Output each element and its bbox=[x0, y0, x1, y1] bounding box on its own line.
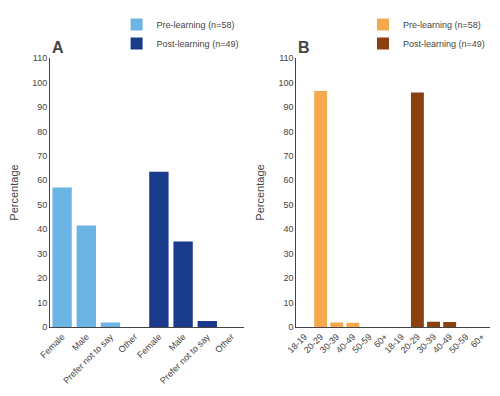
svg-text:Pre-learning (n=58): Pre-learning (n=58) bbox=[403, 20, 481, 30]
svg-text:20-29: 20-29 bbox=[399, 332, 422, 355]
svg-text:Pre-learning (n=58): Pre-learning (n=58) bbox=[157, 20, 235, 30]
svg-text:B: B bbox=[298, 39, 310, 56]
svg-text:70: 70 bbox=[284, 151, 294, 161]
svg-text:40-49: 40-49 bbox=[334, 332, 357, 355]
svg-text:40-49: 40-49 bbox=[431, 332, 454, 355]
svg-text:Post-learning (n=49): Post-learning (n=49) bbox=[403, 39, 485, 49]
svg-text:Prefer not to say: Prefer not to say bbox=[158, 331, 212, 385]
svg-text:20: 20 bbox=[284, 273, 294, 283]
svg-text:100: 100 bbox=[32, 78, 47, 88]
svg-text:90: 90 bbox=[37, 102, 47, 112]
svg-text:Percentage: Percentage bbox=[254, 164, 266, 220]
svg-text:30-39: 30-39 bbox=[318, 332, 341, 355]
svg-text:Other: Other bbox=[116, 332, 139, 355]
svg-text:Male: Male bbox=[70, 332, 91, 353]
svg-text:50-59: 50-59 bbox=[447, 332, 470, 355]
svg-text:60+: 60+ bbox=[469, 332, 487, 350]
svg-text:0: 0 bbox=[289, 322, 294, 332]
svg-text:10: 10 bbox=[284, 298, 294, 308]
svg-text:40: 40 bbox=[284, 224, 294, 234]
svg-text:80: 80 bbox=[284, 127, 294, 137]
svg-text:20: 20 bbox=[37, 273, 47, 283]
svg-text:Post-learning (n=49): Post-learning (n=49) bbox=[157, 39, 239, 49]
svg-text:30: 30 bbox=[37, 249, 47, 259]
svg-text:110: 110 bbox=[279, 53, 293, 63]
svg-text:Percentage: Percentage bbox=[8, 164, 20, 220]
svg-text:Other: Other bbox=[213, 332, 236, 355]
svg-text:18-19: 18-19 bbox=[383, 332, 406, 355]
svg-text:30: 30 bbox=[284, 249, 294, 259]
svg-text:A: A bbox=[52, 39, 64, 56]
svg-text:0: 0 bbox=[42, 322, 47, 332]
svg-text:60+: 60+ bbox=[372, 332, 390, 350]
svg-text:50: 50 bbox=[37, 200, 47, 210]
svg-text:50: 50 bbox=[284, 200, 294, 210]
svg-text:100: 100 bbox=[279, 78, 294, 88]
svg-text:110: 110 bbox=[33, 53, 47, 63]
svg-text:70: 70 bbox=[37, 151, 47, 161]
svg-text:Female: Female bbox=[38, 332, 66, 360]
svg-text:60: 60 bbox=[37, 175, 47, 185]
svg-text:18-19: 18-19 bbox=[286, 332, 309, 355]
svg-text:60: 60 bbox=[284, 175, 294, 185]
svg-text:40: 40 bbox=[37, 224, 47, 234]
svg-text:50-59: 50-59 bbox=[350, 332, 373, 355]
svg-text:20-29: 20-29 bbox=[302, 332, 325, 355]
svg-text:30-39: 30-39 bbox=[415, 332, 438, 355]
svg-text:Prefer not to say: Prefer not to say bbox=[61, 331, 115, 385]
svg-text:Male: Male bbox=[167, 332, 188, 353]
svg-text:90: 90 bbox=[284, 102, 294, 112]
svg-text:10: 10 bbox=[37, 298, 47, 308]
svg-text:Female: Female bbox=[135, 332, 163, 360]
svg-text:80: 80 bbox=[37, 127, 47, 137]
